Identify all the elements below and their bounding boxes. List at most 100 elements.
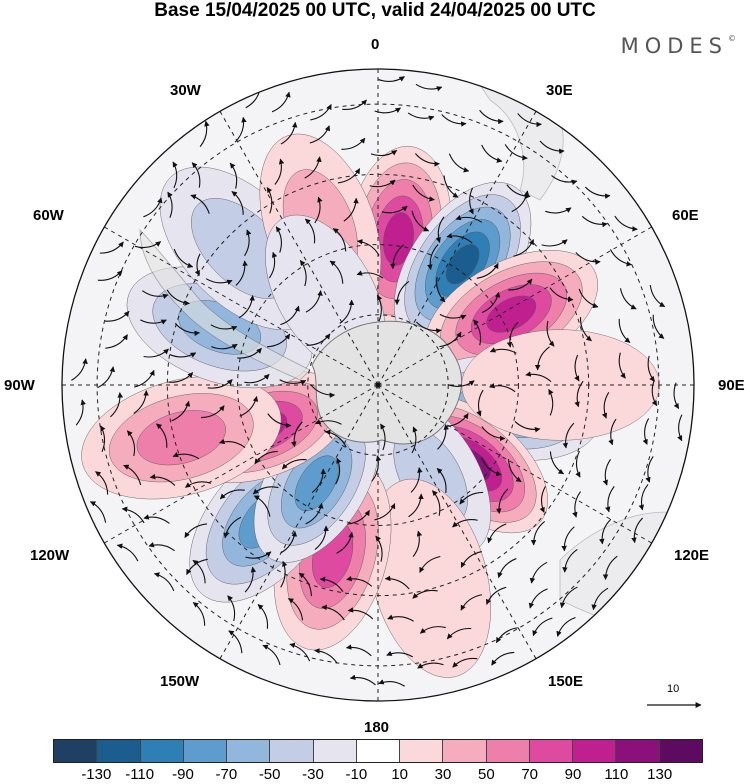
wind-vector <box>227 595 236 622</box>
wind-vector <box>210 324 238 331</box>
brand-logo: MODES© <box>620 34 736 58</box>
wind-vector <box>156 423 168 448</box>
wind-vector <box>452 657 478 668</box>
wind-vector <box>280 530 298 554</box>
wind-vector <box>280 560 288 588</box>
wind-vector <box>631 517 644 544</box>
colorbar-tick-label: 50 <box>477 766 495 783</box>
wind-vector <box>460 551 482 568</box>
wind-vector <box>414 153 440 167</box>
wind-vector <box>673 382 680 409</box>
wind-vector <box>601 391 610 419</box>
wind-vector <box>229 162 238 189</box>
wind-vector <box>460 594 483 611</box>
colorbar-swatch <box>616 740 660 762</box>
wind-vector <box>677 414 683 442</box>
wind-vector <box>310 104 332 121</box>
wind-vector <box>169 352 197 358</box>
wind-vector <box>491 651 515 666</box>
wind-vector <box>574 354 580 382</box>
wind-vector <box>386 650 414 658</box>
wind-vector <box>374 503 396 521</box>
colorbar-swatch <box>183 740 228 762</box>
wind-vector <box>219 489 245 500</box>
wind-vector <box>89 501 107 523</box>
wind-vector <box>548 388 554 416</box>
wind-vector <box>513 239 534 257</box>
wind-vector <box>347 509 370 525</box>
wind-vector <box>419 626 446 634</box>
wind-vector <box>504 144 528 161</box>
colorbar-swatch <box>140 740 184 762</box>
wind-vector <box>408 493 424 518</box>
wind-vector <box>479 109 504 125</box>
wind-vector <box>287 598 304 621</box>
wind-vector <box>191 162 201 188</box>
wind-vector <box>591 587 609 611</box>
wind-vector <box>298 572 312 597</box>
wind-vector <box>304 218 316 244</box>
wind-vector <box>105 334 128 349</box>
wind-vector <box>525 371 552 383</box>
wind-vector <box>647 355 655 382</box>
wind-vector <box>168 372 194 383</box>
wind-vector <box>244 374 270 384</box>
wind-vector <box>268 251 278 279</box>
wind-vector <box>645 456 654 483</box>
wind-vector <box>173 248 194 268</box>
wind-vector <box>481 144 503 163</box>
wind-vector <box>487 523 507 544</box>
wind-vector <box>245 551 272 559</box>
wind-vector <box>412 184 435 202</box>
vector-scale-value: 10 <box>667 683 680 695</box>
wind-vector <box>199 120 210 148</box>
wind-vector <box>143 197 163 218</box>
wind-vector <box>314 648 338 664</box>
wind-vector <box>436 277 446 303</box>
wind-vector <box>545 207 572 214</box>
wind-vector <box>329 260 344 284</box>
wind-vector <box>126 430 136 457</box>
wind-vector <box>319 576 344 593</box>
wind-vector <box>266 333 291 348</box>
wind-vector <box>237 347 262 359</box>
wind-vector <box>305 290 323 313</box>
wind-vector <box>574 380 584 408</box>
wind-vector <box>291 421 303 448</box>
wind-vector <box>262 644 281 666</box>
wind-vector <box>380 423 386 451</box>
wind-vector <box>387 614 414 622</box>
wind-vector <box>324 429 347 448</box>
wind-vector <box>336 531 354 554</box>
wind-vector <box>561 526 575 552</box>
wind-vector <box>299 260 307 287</box>
wind-vector <box>394 280 410 306</box>
map-title: Base 15/04/2025 00 UTC, valid 24/04/2025… <box>154 0 596 21</box>
lon-label-180: 180 <box>364 719 390 736</box>
wind-vector <box>614 215 638 232</box>
wind-vector <box>431 490 441 516</box>
wind-vector <box>95 471 109 495</box>
wind-vector <box>207 379 233 389</box>
wind-vector <box>223 516 242 539</box>
map-boundary <box>61 68 695 702</box>
wind-vector <box>435 216 445 243</box>
lon-label-60w: 60W <box>33 207 64 224</box>
wind-vector <box>541 239 568 247</box>
wind-vector <box>99 241 124 254</box>
wind-vector <box>412 589 438 599</box>
wind-vector <box>190 194 210 214</box>
wind-vector <box>381 205 408 214</box>
wind-vector <box>370 149 398 157</box>
colorbar-tick-label: -30 <box>302 766 324 783</box>
wind-vector <box>110 392 124 418</box>
wind-vector <box>346 575 373 587</box>
wind-vector <box>254 450 278 465</box>
lon-label-150e: 150E <box>548 673 584 690</box>
wind-vector <box>448 380 475 387</box>
wind-vector <box>649 284 666 308</box>
wind-vector <box>497 558 517 579</box>
wind-vector <box>415 83 443 92</box>
colorbar-swatch <box>400 740 444 762</box>
colorbar-tick-label: -10 <box>345 766 368 783</box>
